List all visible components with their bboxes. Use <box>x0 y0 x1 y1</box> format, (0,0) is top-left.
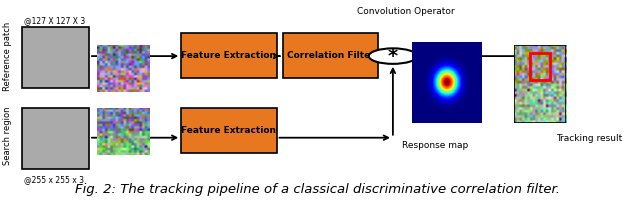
FancyBboxPatch shape <box>22 27 89 88</box>
Text: Search region: Search region <box>3 106 12 165</box>
Text: Feature Extraction: Feature Extraction <box>181 126 276 135</box>
Text: Convolution Operator: Convolution Operator <box>356 7 454 16</box>
FancyBboxPatch shape <box>22 108 89 169</box>
Text: Tracking result: Tracking result <box>556 134 623 143</box>
Circle shape <box>369 48 417 64</box>
Text: *: * <box>388 47 398 66</box>
Text: @255 x 255 x 3: @255 x 255 x 3 <box>24 175 84 184</box>
Text: Reference patch: Reference patch <box>3 21 12 91</box>
FancyBboxPatch shape <box>181 33 276 78</box>
Text: @127 X 127 X 3: @127 X 127 X 3 <box>24 16 85 25</box>
Text: Feature Extraction: Feature Extraction <box>181 51 276 60</box>
Text: Correlation Filter: Correlation Filter <box>287 51 374 60</box>
FancyBboxPatch shape <box>181 108 276 153</box>
FancyBboxPatch shape <box>283 33 378 78</box>
Text: Response map: Response map <box>403 141 468 150</box>
Text: Fig. 2: The tracking pipeline of a classical discriminative correlation filter.: Fig. 2: The tracking pipeline of a class… <box>76 183 561 196</box>
